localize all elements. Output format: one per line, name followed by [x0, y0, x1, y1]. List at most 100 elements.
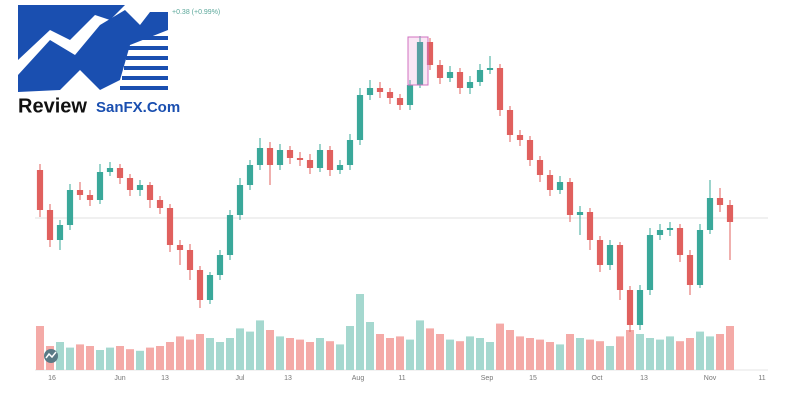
- highlight-box: [407, 36, 429, 86]
- volume-bar: [196, 334, 204, 370]
- volume-bar: [326, 341, 334, 370]
- candle-body: [636, 290, 644, 325]
- volume-bar: [546, 342, 554, 370]
- volume-bar: [706, 336, 714, 370]
- candle-body: [66, 190, 74, 225]
- volume-bar: [86, 346, 94, 370]
- volume-bar: [296, 339, 304, 370]
- volume-bar: [36, 326, 44, 370]
- volume-bar: [386, 338, 394, 370]
- price-change: +0.38 (+0.99%): [172, 9, 220, 16]
- candle-body: [166, 208, 174, 245]
- candle-body: [596, 240, 604, 265]
- volume-bar: [96, 350, 104, 370]
- candle-body: [336, 165, 344, 170]
- volume-bar: [426, 328, 434, 370]
- candle-body: [296, 158, 304, 160]
- volume-bar: [346, 326, 354, 370]
- volume-bar: [696, 331, 704, 370]
- volume-bar: [656, 339, 664, 370]
- x-tick-label: 13: [284, 375, 292, 382]
- candle-body: [676, 228, 684, 255]
- candle-body: [496, 68, 504, 110]
- volume-bar: [306, 342, 314, 370]
- candle-body: [436, 65, 444, 78]
- candle-body: [116, 168, 124, 178]
- volume-bar: [576, 338, 584, 370]
- volume-bar: [456, 341, 464, 370]
- volume-bar: [266, 330, 274, 370]
- volume-bar: [316, 338, 324, 370]
- tv-icon: [44, 349, 58, 363]
- candle-body: [266, 148, 274, 165]
- candle-body: [716, 198, 724, 205]
- x-tick-label: Jul: [236, 375, 245, 382]
- volume-bar: [536, 339, 544, 370]
- volume-bar: [216, 342, 224, 370]
- x-tick-label: 11: [398, 375, 405, 382]
- candle-body: [316, 150, 324, 168]
- x-tick-label: Sep: [481, 375, 494, 382]
- candle-body: [406, 85, 414, 105]
- volume-bar: [106, 347, 114, 370]
- candle-body: [576, 212, 584, 215]
- candle-body: [686, 255, 694, 285]
- volume-bar: [686, 338, 694, 370]
- volume-bar: [226, 338, 234, 370]
- candle-body: [56, 225, 64, 240]
- candle-body: [196, 270, 204, 300]
- volume-bar: [186, 339, 194, 370]
- x-tick-label: 13: [161, 375, 169, 382]
- volume-bar: [66, 347, 74, 370]
- volume-bar: [356, 294, 364, 370]
- candle-body: [366, 88, 374, 95]
- logo: Review SanFX.Com: [18, 5, 180, 117]
- x-tick-label: Oct: [592, 375, 603, 382]
- x-tick-label: 11: [758, 375, 765, 382]
- volume-bar: [126, 349, 134, 370]
- candle-body: [536, 160, 544, 175]
- volume-bar: [206, 338, 214, 370]
- candle-body: [606, 245, 614, 265]
- candle-body: [186, 250, 194, 270]
- volume-bar: [256, 320, 264, 370]
- candle-body: [216, 255, 224, 275]
- candle-body: [76, 190, 84, 195]
- candle-body: [346, 140, 354, 165]
- candle-body: [566, 182, 574, 215]
- candle-body: [156, 200, 164, 208]
- volume-bar: [606, 346, 614, 370]
- volume-bar: [586, 339, 594, 370]
- volume-bar: [516, 336, 524, 370]
- x-tick-label: Jun: [114, 375, 125, 382]
- candle-body: [646, 235, 654, 290]
- candle-body: [306, 160, 314, 168]
- candle-body: [616, 245, 624, 290]
- candle-body: [246, 165, 254, 185]
- volume-bar: [376, 334, 384, 370]
- logo-site: SanFX.Com: [96, 99, 180, 116]
- logo-word: Review: [18, 95, 87, 117]
- volume-bar: [396, 336, 404, 370]
- candle-body: [136, 185, 144, 190]
- candle-body: [276, 150, 284, 165]
- volume-bar: [556, 344, 564, 370]
- candle-body: [86, 195, 94, 200]
- candle-body: [146, 185, 154, 200]
- x-tick-label: 16: [48, 375, 56, 382]
- candle-body: [726, 205, 734, 222]
- candle-body: [446, 72, 454, 78]
- volume-bar: [246, 331, 254, 370]
- volume-bar: [136, 350, 144, 370]
- candle-body: [506, 110, 514, 135]
- candle-body: [516, 135, 524, 140]
- candle-body: [106, 168, 114, 172]
- candle-body: [206, 275, 214, 300]
- volume-bar: [626, 330, 634, 370]
- volume-bar: [176, 336, 184, 370]
- volume-bar: [496, 323, 504, 370]
- candle-body: [526, 140, 534, 160]
- volume-bar: [616, 336, 624, 370]
- candle-body: [356, 95, 364, 140]
- logo-stripes: [120, 36, 168, 90]
